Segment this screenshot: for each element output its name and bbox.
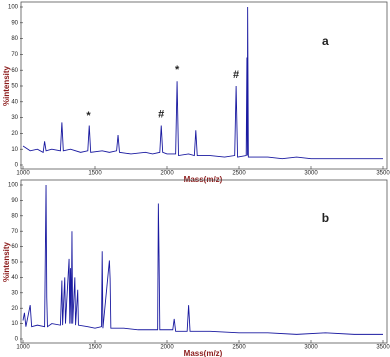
x-tick-label: 3500	[376, 345, 390, 351]
y-tick-label: 40	[11, 99, 18, 105]
peak-annotation: #	[158, 108, 164, 120]
spectrum-line	[22, 6, 383, 160]
x-axis-label: Mass(m/z)	[184, 349, 223, 357]
y-tick-label: 10	[11, 321, 18, 327]
x-tick-label: 2000	[160, 345, 174, 351]
panel-frame	[20, 1, 388, 170]
y-tick-label: 50	[11, 84, 18, 90]
panel-label: a	[322, 34, 329, 48]
x-tick-label: 3000	[304, 345, 318, 351]
y-tick-label: 80	[11, 36, 18, 42]
peak-annotation: #	[233, 69, 239, 81]
y-tick-label: 100	[8, 5, 19, 11]
x-tick-label: 1500	[88, 171, 102, 177]
peak-annotation: *	[245, 0, 250, 5]
x-tick-label: 1000	[16, 345, 30, 351]
y-tick-label: 70	[11, 229, 18, 235]
y-tick-label: 90	[11, 20, 18, 26]
y-tick-label: 70	[11, 52, 18, 58]
x-tick-label: 1500	[88, 345, 102, 351]
x-tick-label: 1000	[16, 171, 30, 177]
x-tick-label: 2500	[232, 171, 246, 177]
y-tick-label: 90	[11, 198, 18, 204]
y-tick-label: 0	[15, 337, 19, 343]
y-tick-label: 20	[11, 131, 18, 137]
panel-label: b	[322, 211, 329, 225]
panel-frame	[20, 179, 388, 344]
spectrum-line	[22, 184, 383, 335]
y-tick-label: 40	[11, 275, 18, 281]
x-tick-label: 2000	[160, 171, 174, 177]
x-tick-label: 3500	[376, 171, 390, 177]
peak-annotation: *	[86, 110, 91, 122]
x-tick-label: 2500	[232, 345, 246, 351]
y-tick-label: 30	[11, 115, 18, 121]
y-tick-label: 30	[11, 290, 18, 296]
y-axis-label: %intensity	[2, 241, 11, 282]
y-tick-label: 10	[11, 147, 18, 153]
y-tick-label: 0	[15, 163, 19, 169]
y-tick-label: 80	[11, 213, 18, 219]
x-tick-label: 3000	[304, 171, 318, 177]
y-tick-label: 60	[11, 68, 18, 74]
peak-annotation: *	[175, 64, 180, 76]
y-tick-label: 50	[11, 260, 18, 266]
y-tick-label: 100	[8, 183, 19, 189]
y-tick-label: 60	[11, 244, 18, 250]
y-axis-label: %intensity	[2, 65, 11, 106]
y-tick-label: 20	[11, 306, 18, 312]
